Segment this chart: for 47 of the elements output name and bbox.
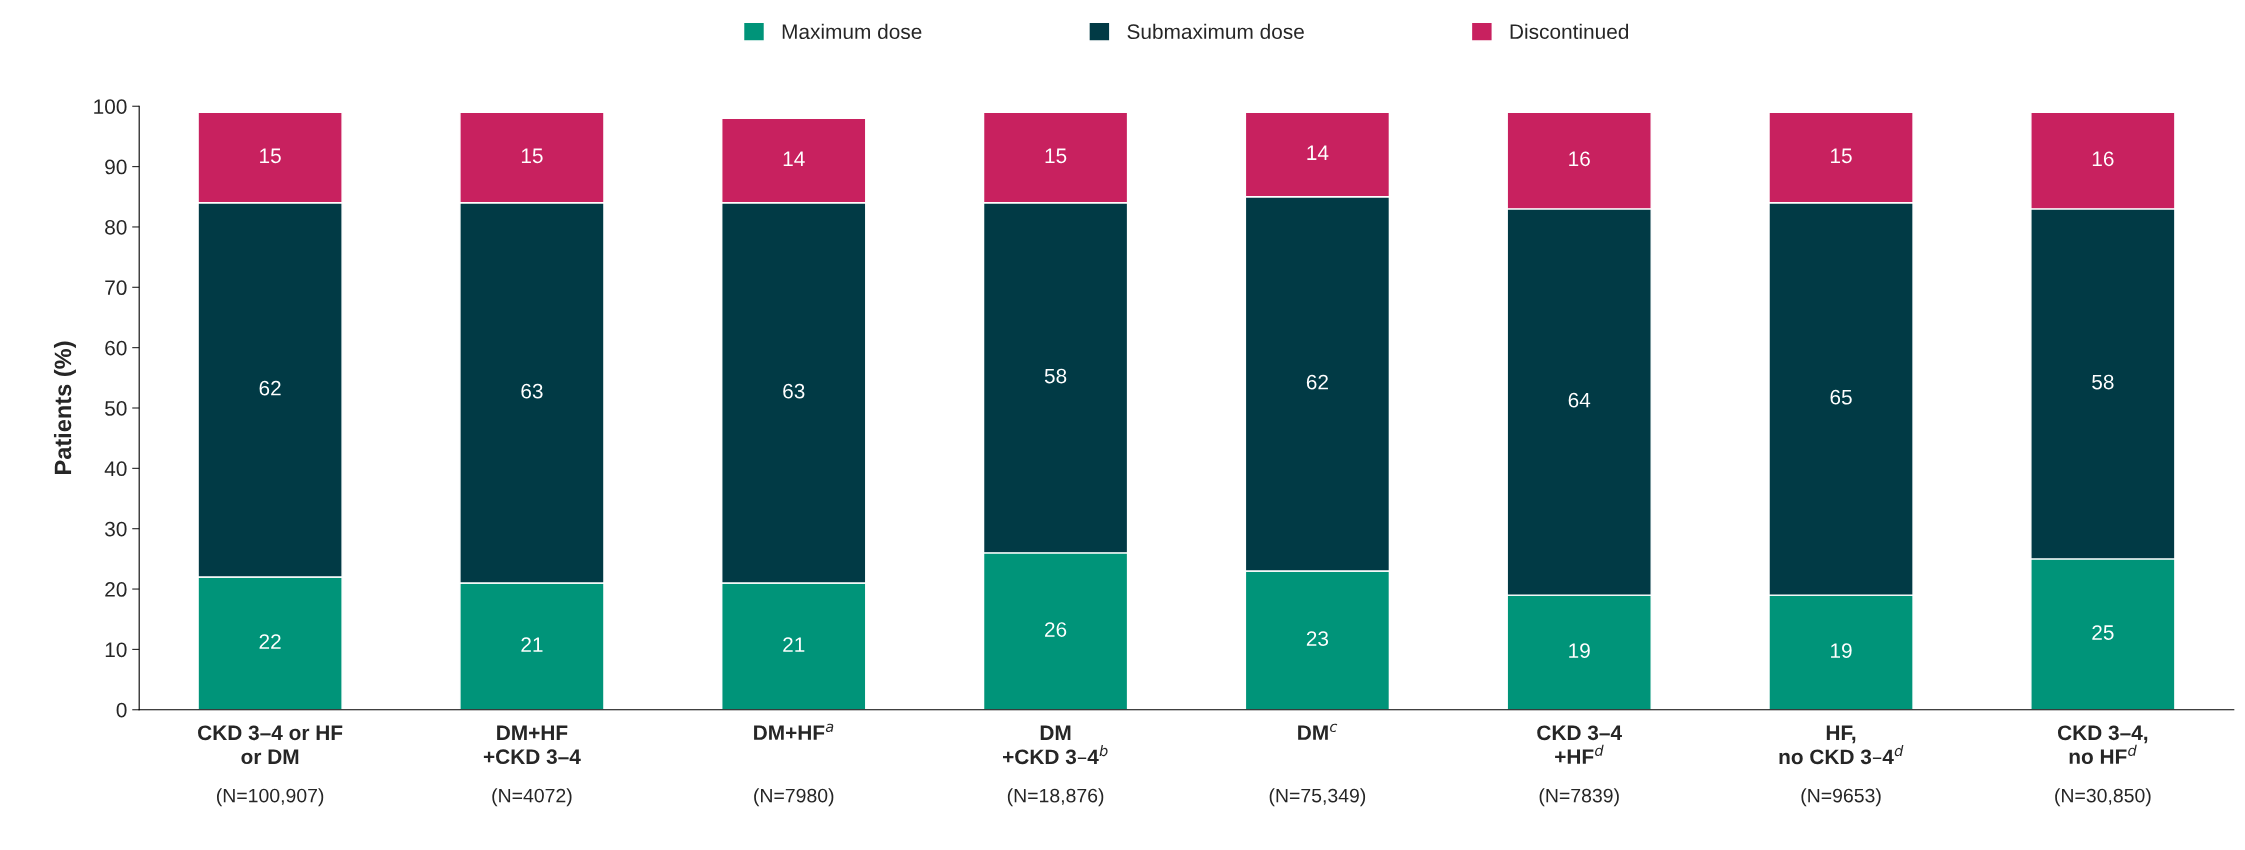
data-label: 14 — [1307, 145, 1329, 160]
y-tick-label: 100 — [94, 99, 127, 114]
legend-label: Maximum dose — [782, 23, 922, 40]
x-tick-label: DM+HF +CKD 3–4 (N=4072) — [483, 725, 581, 807]
data-label: 62 — [1306, 374, 1328, 390]
data-label: 16 — [1569, 151, 1590, 167]
data-label: 65 — [1830, 389, 1852, 405]
data-label: 15 — [1045, 148, 1067, 164]
data-label: 15 — [260, 148, 281, 164]
y-axis-title: Patients (%) — [53, 341, 76, 474]
y-tick-label: 30 — [105, 521, 127, 537]
data-label: 15 — [521, 148, 543, 164]
data-label: 64 — [1568, 392, 1591, 408]
data-label: 63 — [521, 383, 543, 399]
data-label: 26 — [1045, 622, 1067, 637]
data-label: 21 — [783, 637, 805, 652]
data-label: 16 — [2092, 151, 2114, 167]
legend-label: Discontinued — [1510, 23, 1629, 40]
category-label: DM+HF$^{a}$ (N=7980) — [754, 723, 834, 807]
data-label: 58 — [1044, 368, 1067, 384]
category-label: HF, no CKD 3–4$^{d}$ (N=9653) — [1779, 725, 1904, 807]
data-label: 23 — [1306, 631, 1329, 646]
y-tick-label: 40 — [104, 461, 127, 477]
data-label: 25 — [2092, 625, 2114, 640]
y-tick-label: 20 — [105, 582, 127, 597]
data-label: 19 — [1831, 643, 1852, 659]
y-tick-label: 60 — [105, 340, 127, 356]
category-label: CKD 3–4, no HF$^{d}$ (N=30,850) — [2055, 725, 2151, 807]
y-tick-label: 50 — [105, 401, 127, 416]
category-label: DM$^{c}$ (N=75,349) — [1269, 723, 1366, 807]
y-tick-label: 80 — [105, 219, 127, 235]
data-label: 21 — [521, 637, 543, 652]
data-label: 19 — [1569, 643, 1590, 659]
x-tick-label: CKD 3–4 or HF or DM (N=100,907) — [198, 725, 343, 807]
y-tick-label: 70 — [105, 280, 127, 296]
y-tick-label: 10 — [105, 642, 127, 658]
data-label: 14 — [783, 151, 805, 166]
data-label: 58 — [2092, 374, 2114, 390]
data-label: 22 — [259, 634, 281, 649]
data-label: 62 — [259, 380, 281, 396]
legend-label: Submaximum dose — [1127, 23, 1304, 40]
data-label: 15 — [1831, 148, 1852, 164]
category-label: DM +CKD 3–4$^{b}$ (N=18,876) — [1003, 725, 1108, 807]
y-tick-label: 90 — [105, 159, 127, 175]
data-label: 63 — [783, 383, 805, 399]
category-label: CKD 3–4 +HF$^{d}$ (N=7839) — [1537, 725, 1622, 807]
y-tick-label: 0 — [116, 702, 127, 718]
